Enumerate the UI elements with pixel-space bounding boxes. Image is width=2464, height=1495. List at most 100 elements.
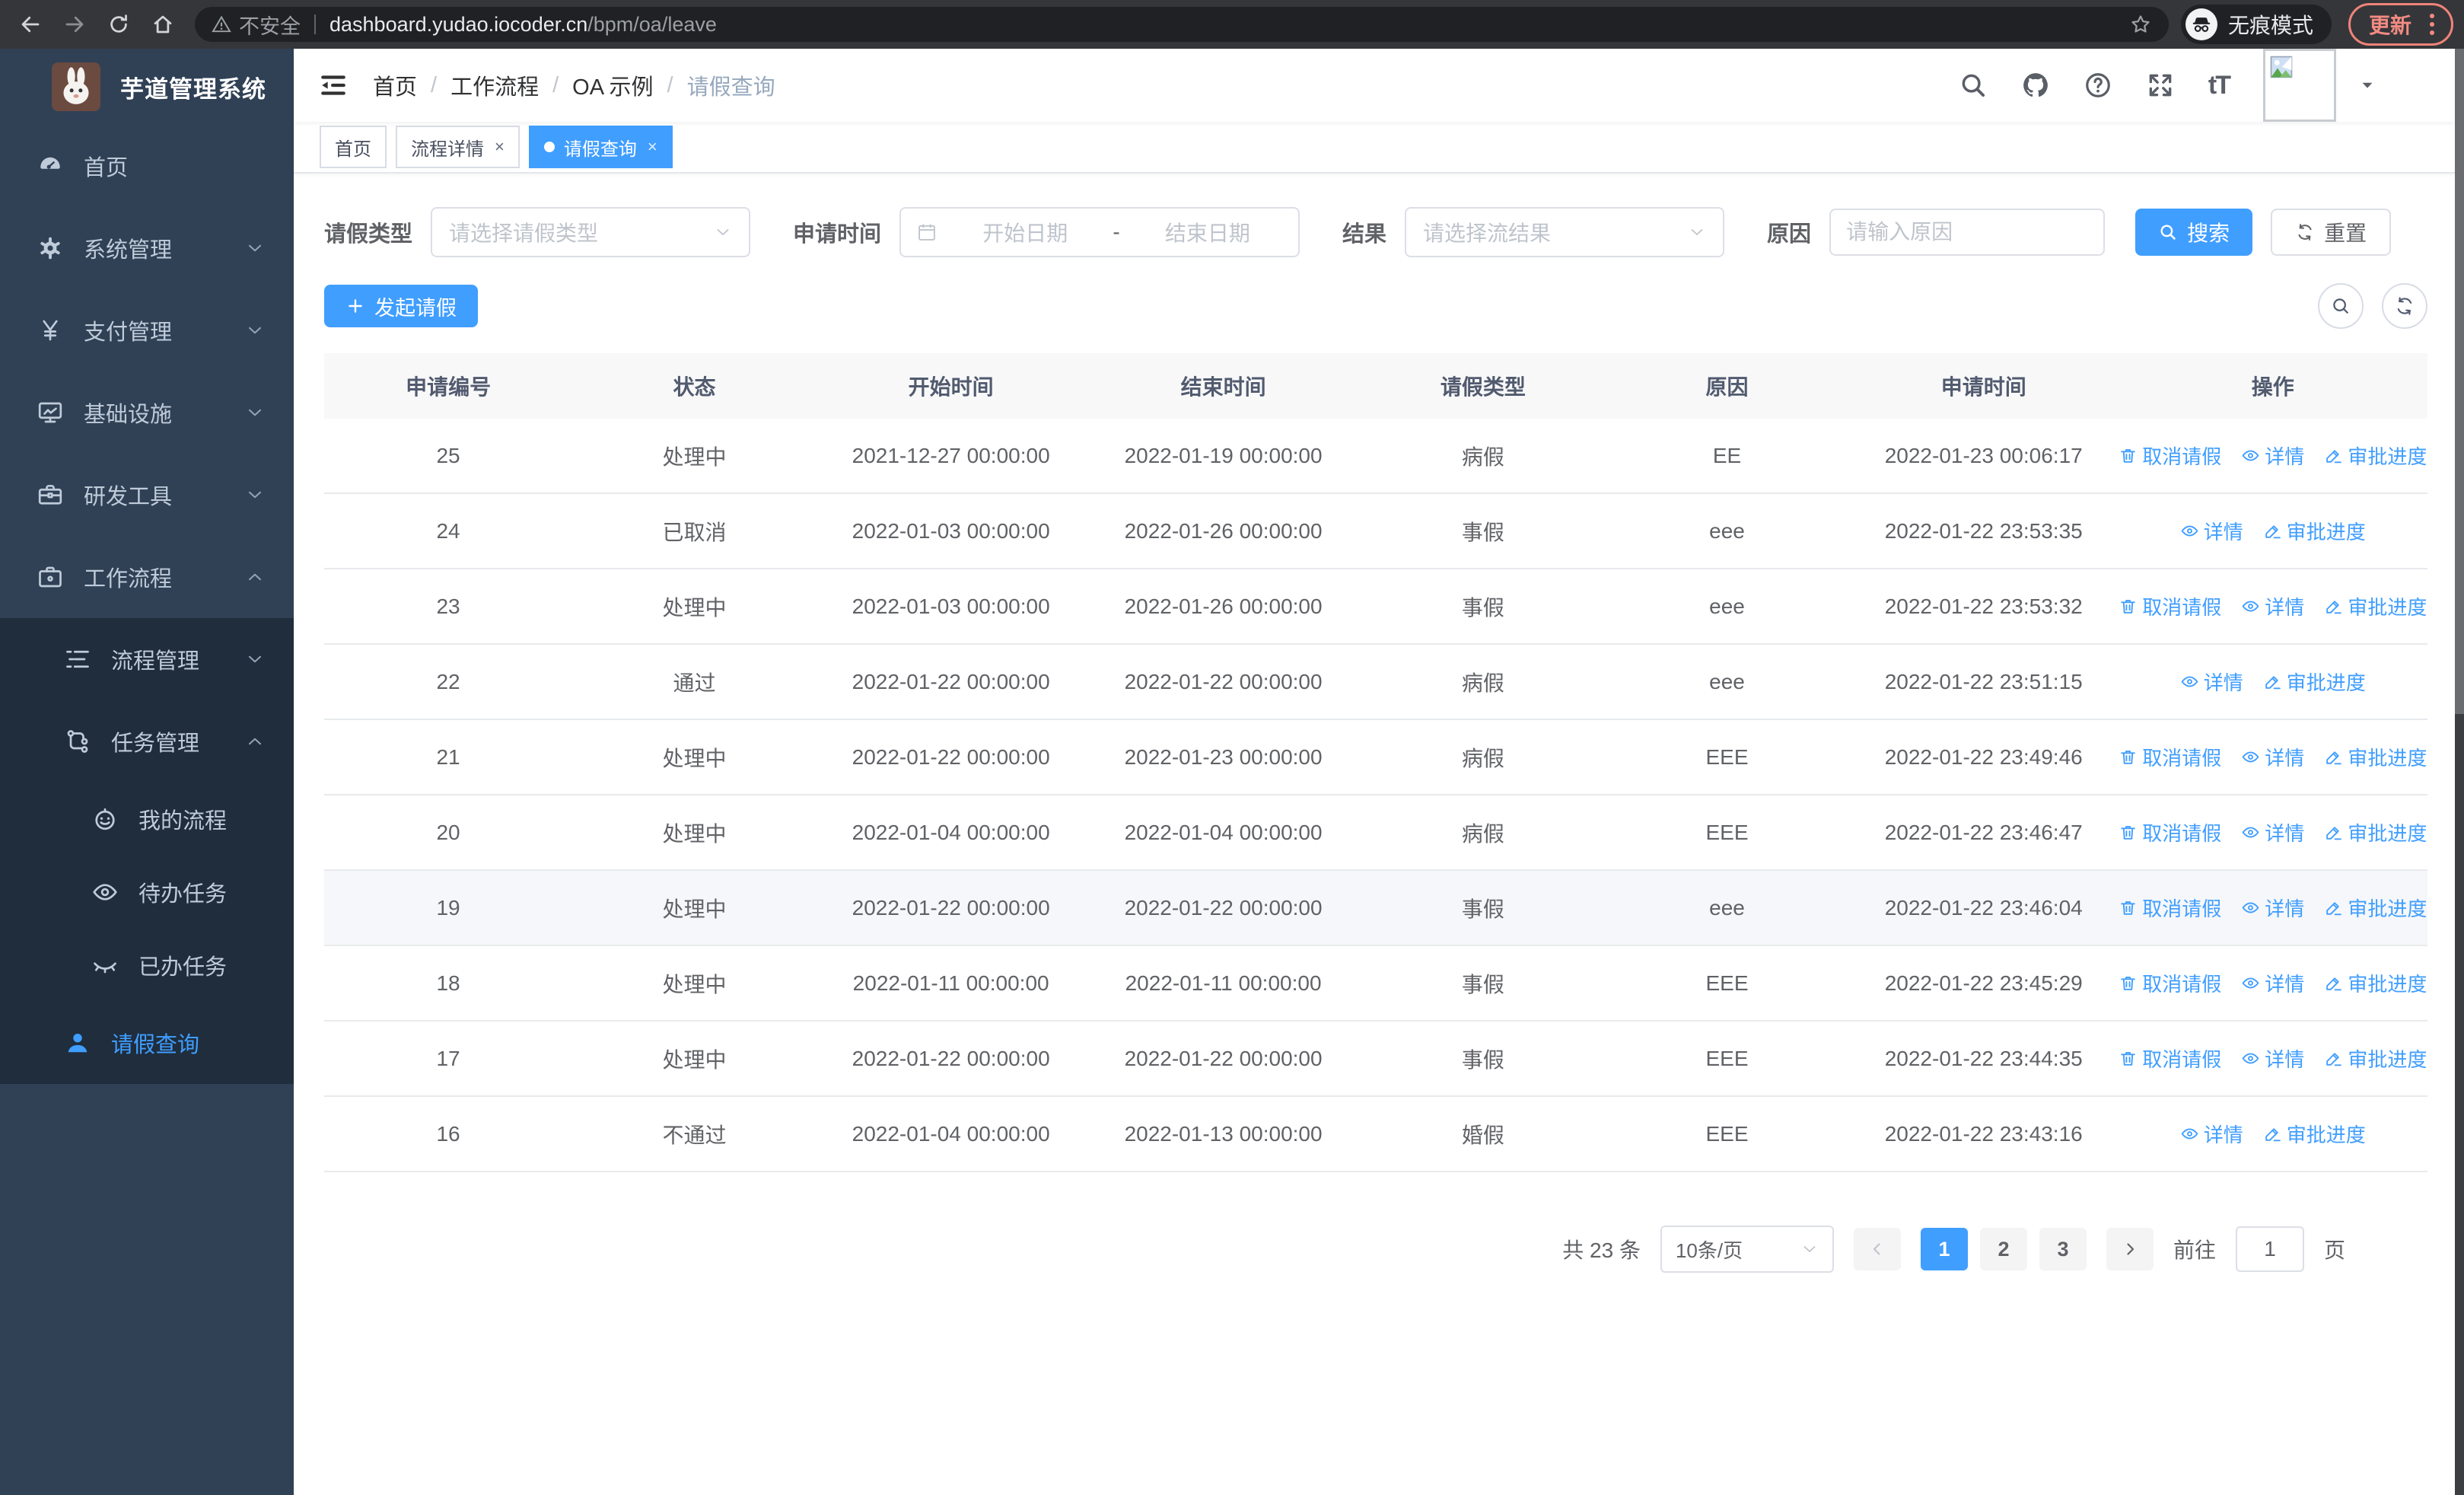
reload-icon[interactable] (99, 13, 138, 36)
detail-link[interactable]: 详情 (2180, 517, 2243, 545)
result-select[interactable]: 请选择流结果 (1405, 207, 1725, 257)
back-icon[interactable] (11, 13, 50, 36)
leave-type-select[interactable]: 请选择请假类型 (431, 207, 751, 257)
tab-流程详情[interactable]: 流程详情 × (396, 126, 520, 168)
sidebar-item-label: 工作流程 (84, 567, 173, 591)
cancel-leave-link[interactable]: 取消请假 (2119, 441, 2221, 470)
url-path: /bpm/oa/leave (587, 12, 717, 36)
cancel-leave-link-label: 取消请假 (2142, 747, 2222, 770)
approval-progress-link[interactable]: 审批进度 (2324, 1044, 2427, 1073)
sidebar-item-2[interactable]: 系统管理 (0, 207, 294, 289)
detail-link[interactable]: 详情 (2241, 818, 2304, 846)
cancel-leave-link[interactable]: 取消请假 (2119, 894, 2221, 922)
sidebar-item-4[interactable]: 基础设施 (0, 371, 294, 454)
url-bar[interactable]: 不安全 dashboard.yudao.iocoder.cn/bpm/oa/le… (195, 7, 2169, 42)
fullscreen-icon[interactable] (2146, 71, 2175, 100)
font-size-icon[interactable]: tT (2208, 70, 2231, 100)
app-logo[interactable]: 芋道管理系统 (0, 49, 294, 125)
sidebar-item-5[interactable]: 研发工具 (0, 454, 294, 536)
detail-link[interactable]: 详情 (2241, 969, 2304, 997)
breadcrumb-separator: / (552, 72, 559, 97)
detail-link[interactable]: 详情 (2180, 668, 2243, 696)
cancel-leave-link[interactable]: 取消请假 (2119, 969, 2221, 997)
page-button-3[interactable]: 3 (2039, 1228, 2087, 1270)
cancel-leave-link[interactable]: 取消请假 (2119, 1044, 2221, 1073)
create-leave-button[interactable]: 发起请假 (324, 285, 478, 327)
approval-progress-link[interactable]: 审批进度 (2324, 743, 2427, 771)
prev-page-button[interactable] (1853, 1228, 1901, 1270)
forward-icon[interactable] (55, 13, 94, 36)
approval-progress-link[interactable]: 审批进度 (2263, 517, 2366, 545)
page-size-select[interactable]: 10条/页 (1660, 1226, 1834, 1273)
cell-id: 18 (324, 945, 573, 1022)
help-icon[interactable] (2084, 71, 2112, 100)
sidebar-item-7[interactable]: 流程管理 (0, 618, 294, 700)
approval-progress-link[interactable]: 审批进度 (2263, 1120, 2366, 1148)
approval-progress-link[interactable]: 审批进度 (2324, 894, 2427, 922)
page-button-2[interactable]: 2 (1979, 1228, 2027, 1270)
approval-progress-link[interactable]: 审批进度 (2324, 818, 2427, 846)
column-header: 状态 (572, 353, 817, 419)
tab-请假查询[interactable]: 请假查询 × (528, 126, 673, 168)
close-icon[interactable]: × (495, 137, 505, 156)
avatar[interactable] (2263, 49, 2336, 122)
detail-link[interactable]: 详情 (2180, 1120, 2243, 1148)
sidebar-item-1[interactable]: 首页 (0, 125, 294, 207)
approval-progress-link[interactable]: 审批进度 (2324, 441, 2427, 470)
apply-time-range-picker[interactable]: 开始日期 - 结束日期 (899, 207, 1300, 257)
show-search-button[interactable] (2318, 283, 2364, 329)
browser-scrollbar[interactable] (2455, 49, 2464, 1495)
approval-progress-link-label: 审批进度 (2348, 596, 2427, 619)
detail-link[interactable]: 详情 (2241, 1044, 2304, 1073)
refresh-table-button[interactable] (2382, 283, 2427, 329)
tab-首页[interactable]: 首页 (320, 126, 387, 168)
detail-link[interactable]: 详情 (2241, 894, 2304, 922)
chevron-down-icon[interactable] (2359, 77, 2376, 94)
breadcrumb-item[interactable]: 工作流程 (450, 75, 540, 100)
sidebar-item-6[interactable]: 工作流程 (0, 536, 294, 618)
reason-input[interactable] (1829, 209, 2106, 256)
cell-reason: EEE (1605, 1021, 1849, 1097)
sidebar-item-3[interactable]: 支付管理 (0, 289, 294, 371)
scrollbar-thumb[interactable] (2455, 49, 2464, 714)
cell-start-time: 2022-01-03 00:00:00 (816, 493, 1086, 569)
approval-progress-link[interactable]: 审批进度 (2324, 592, 2427, 620)
browser-menu-icon[interactable] (2427, 11, 2437, 38)
monitor-icon (37, 399, 64, 426)
bookmark-star-icon[interactable] (2129, 13, 2152, 36)
table-row: 17 处理中 2022-01-22 00:00:00 2022-01-22 00:00… (324, 1021, 2427, 1097)
next-page-button[interactable] (2106, 1228, 2154, 1270)
approval-progress-link[interactable]: 审批进度 (2263, 668, 2366, 696)
github-icon[interactable] (2021, 71, 2050, 100)
breadcrumb-item[interactable]: OA 示例 (572, 75, 654, 100)
cell-start-time: 2022-01-03 00:00:00 (816, 569, 1086, 645)
sidebar-item-8[interactable]: 任务管理 (0, 700, 294, 783)
close-icon[interactable]: × (647, 137, 657, 156)
cancel-leave-link[interactable]: 取消请假 (2119, 592, 2221, 620)
sidebar-item-9[interactable]: 我的流程 (0, 783, 294, 856)
cell-id: 21 (324, 719, 573, 795)
sidebar-item-10[interactable]: 待办任务 (0, 856, 294, 929)
detail-link[interactable]: 详情 (2241, 592, 2304, 620)
cell-actions: 取消请假 详情 审批进度 (2118, 569, 2427, 645)
sidebar-item-11[interactable]: 已办任务 (0, 929, 294, 1002)
page-button-1[interactable]: 1 (1920, 1228, 1968, 1270)
sidebar-item-12[interactable]: 请假查询 (0, 1002, 294, 1084)
cancel-leave-link[interactable]: 取消请假 (2119, 743, 2221, 771)
sidebar-toggle-icon[interactable] (318, 70, 349, 100)
breadcrumb-item[interactable]: 首页 (373, 75, 418, 100)
search-button[interactable]: 搜索 (2135, 209, 2253, 256)
detail-link[interactable]: 详情 (2241, 743, 2304, 771)
cell-apply-time: 2022-01-22 23:45:29 (1848, 945, 2119, 1022)
cell-id: 22 (324, 644, 573, 720)
approval-progress-link[interactable]: 审批进度 (2324, 969, 2427, 997)
browser-update-button[interactable]: 更新 (2348, 3, 2453, 46)
cell-reason: EEE (1605, 795, 1849, 871)
home-icon[interactable] (143, 13, 183, 36)
trash-icon (2119, 823, 2138, 842)
reset-button[interactable]: 重置 (2271, 209, 2392, 256)
detail-link[interactable]: 详情 (2241, 441, 2304, 470)
cancel-leave-link[interactable]: 取消请假 (2119, 818, 2221, 846)
search-icon[interactable] (1959, 71, 1988, 100)
goto-page-input[interactable] (2235, 1226, 2304, 1272)
